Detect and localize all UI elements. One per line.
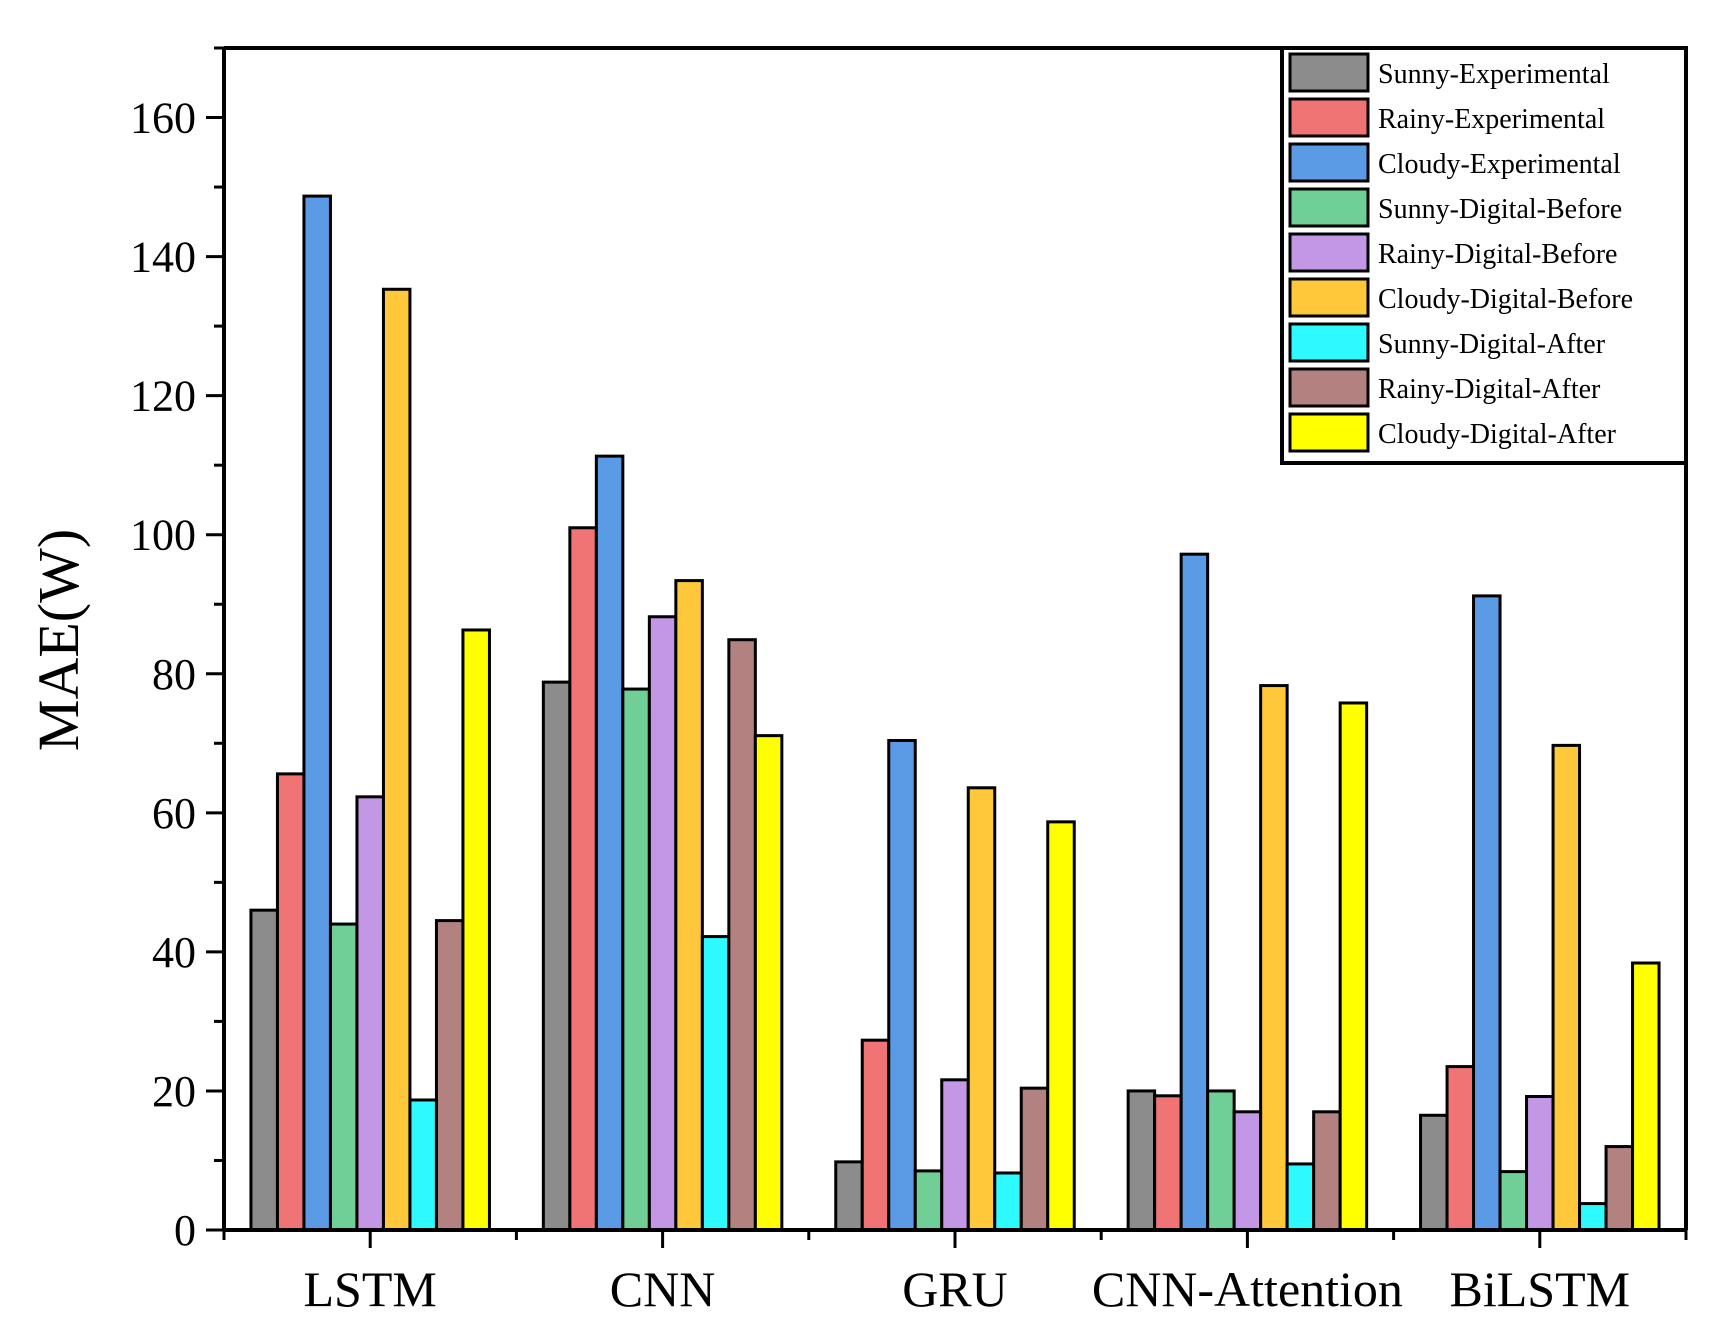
legend-label: Rainy-Digital-After — [1378, 374, 1601, 405]
bar-sunny-experimental-cnn-attention — [1126, 1089, 1157, 1232]
bar-sunny-digital-before-bilstm — [1498, 1170, 1529, 1232]
bar-cloudy-experimental-bilstm — [1472, 594, 1502, 1232]
bar-rainy-digital-after-bilstm — [1604, 1145, 1635, 1232]
bar-cloudy-digital-before-bilstm — [1551, 743, 1582, 1232]
bar-rainy-digital-before-cnn-attention — [1232, 1110, 1263, 1232]
bar-rainy-experimental-bilstm — [1445, 1065, 1476, 1232]
bar-sunny-digital-after-lstm — [408, 1098, 438, 1232]
bar-rainy-digital-after-lstm — [434, 919, 465, 1232]
legend-swatch — [1288, 277, 1370, 318]
bar-cloudy-digital-after-cnn — [753, 734, 784, 1232]
bar-sunny-experimental-bilstm — [1419, 1113, 1449, 1232]
bar-cloudy-digital-before-gru — [966, 786, 997, 1232]
x-tick-label-cnn: CNN — [610, 1261, 716, 1317]
bar-sunny-experimental-lstm — [249, 908, 279, 1232]
legend-swatch — [1288, 52, 1370, 93]
bar-sunny-digital-after-gru — [993, 1171, 1023, 1232]
bar-cloudy-digital-after-lstm — [461, 628, 491, 1232]
bar-rainy-experimental-cnn — [568, 526, 598, 1232]
bar-rainy-experimental-gru — [860, 1038, 891, 1232]
y-tick-label: 120 — [130, 372, 196, 421]
bar-sunny-digital-before-lstm — [328, 922, 359, 1232]
bar-cloudy-experimental-cnn — [594, 454, 625, 1232]
bar-rainy-digital-before-lstm — [355, 795, 385, 1232]
bar-sunny-digital-before-gru — [913, 1169, 944, 1232]
bar-cloudy-digital-after-cnn-attention — [1338, 701, 1369, 1232]
legend-swatch — [1288, 232, 1370, 273]
bar-sunny-digital-before-cnn — [621, 687, 651, 1232]
legend-swatch — [1288, 367, 1370, 408]
bar-cloudy-experimental-cnn-attention — [1179, 552, 1210, 1232]
legend-label: Rainy-Digital-Before — [1378, 239, 1617, 270]
x-tick-label-cnn-attention: CNN-Attention — [1092, 1261, 1403, 1317]
y-tick-label: 160 — [130, 94, 196, 143]
legend: Sunny-Experimental Rainy-Experimental Clou… — [1280, 46, 1688, 465]
legend-label: Cloudy-Experimental — [1378, 149, 1621, 180]
bar-rainy-digital-before-gru — [940, 1078, 970, 1232]
legend-label: Sunny-Digital-After — [1378, 329, 1606, 360]
bar-sunny-digital-after-cnn — [700, 935, 731, 1232]
y-tick-label: 80 — [152, 650, 196, 699]
y-tick-label: 40 — [152, 928, 196, 977]
x-tick-label-lstm: LSTM — [304, 1261, 437, 1317]
legend-label: Rainy-Experimental — [1378, 104, 1605, 135]
bar-cloudy-experimental-gru — [887, 739, 917, 1232]
bar-cloudy-experimental-lstm — [302, 194, 332, 1232]
bar-rainy-digital-after-gru — [1019, 1086, 1050, 1232]
legend-swatch — [1288, 322, 1370, 363]
y-tick-label: 140 — [130, 233, 196, 282]
legend-label: Cloudy-Digital-After — [1378, 419, 1617, 450]
bar-sunny-digital-before-cnn-attention — [1206, 1089, 1236, 1232]
axes: 0 20 40 60 80 100 120 140 160 LSTM CNN GRU CNN-Atten… — [130, 46, 1688, 1317]
x-tick-label-gru: GRU — [902, 1261, 1008, 1317]
legend-swatch — [1288, 142, 1370, 183]
bar-rainy-experimental-lstm — [275, 772, 306, 1232]
legend-swatch — [1288, 97, 1370, 138]
legend-swatch — [1288, 187, 1370, 228]
y-tick-label: 20 — [152, 1067, 196, 1116]
bar-sunny-digital-after-cnn-attention — [1285, 1162, 1316, 1232]
y-tick-label: 100 — [130, 511, 196, 560]
bar-cloudy-digital-after-gru — [1046, 820, 1076, 1232]
bar-rainy-digital-before-cnn — [647, 615, 678, 1232]
y-tick-label: 60 — [152, 789, 196, 838]
bar-sunny-experimental-gru — [834, 1160, 864, 1232]
bars — [249, 194, 1661, 1232]
y-axis-label: MAE(W) — [26, 529, 91, 751]
bar-cloudy-digital-before-cnn-attention — [1259, 684, 1289, 1232]
bar-cloudy-digital-after-bilstm — [1631, 961, 1661, 1232]
bar-cloudy-digital-before-cnn — [674, 579, 704, 1232]
bar-rainy-digital-after-cnn-attention — [1312, 1110, 1342, 1232]
legend-label: Sunny-Experimental — [1378, 59, 1610, 90]
bar-cloudy-digital-before-lstm — [381, 287, 412, 1232]
legend-label: Cloudy-Digital-Before — [1378, 284, 1633, 315]
bar-rainy-experimental-cnn-attention — [1153, 1094, 1183, 1232]
bar-sunny-experimental-cnn — [541, 680, 572, 1232]
bar-sunny-digital-after-bilstm — [1578, 1202, 1608, 1232]
y-tick-label: 0 — [174, 1206, 196, 1255]
bar-rainy-digital-after-cnn — [727, 638, 757, 1232]
legend-label: Sunny-Digital-Before — [1378, 194, 1622, 225]
legend-swatch — [1288, 412, 1370, 453]
x-tick-label-bilstm: BiLSTM — [1450, 1261, 1631, 1317]
bar-rainy-digital-before-bilstm — [1525, 1095, 1555, 1232]
